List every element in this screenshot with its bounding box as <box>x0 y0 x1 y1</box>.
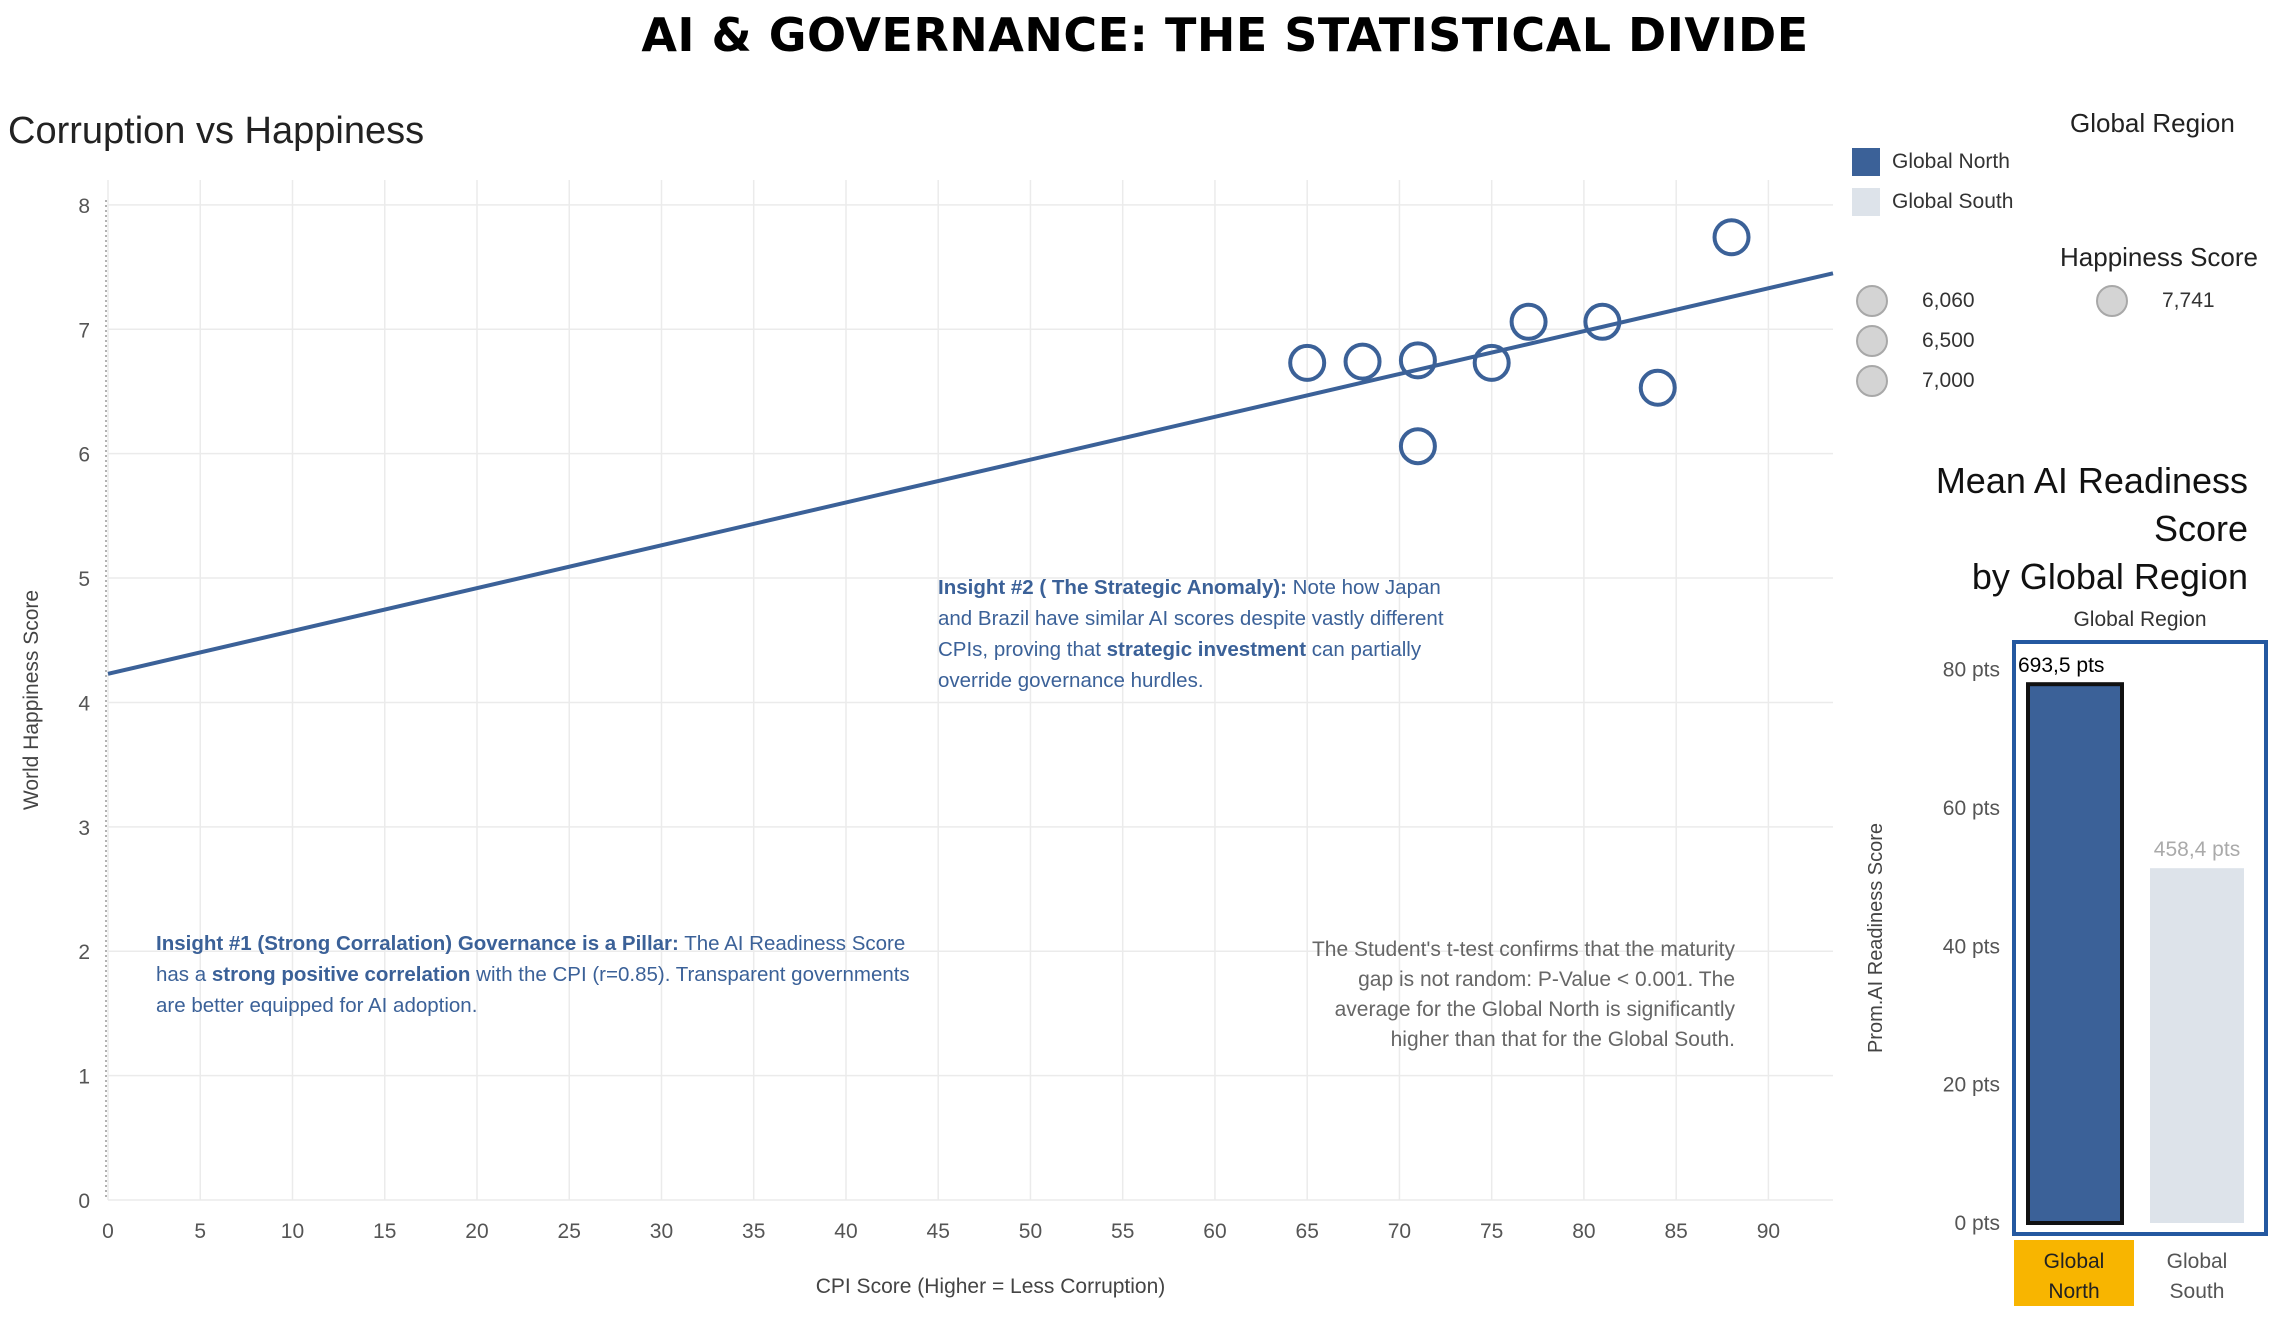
bar-data-label: 693,5 pts <box>2018 654 2104 677</box>
insight-2-emphasis: strategic investment <box>1106 638 1307 661</box>
x-tick-label: 75 <box>1480 1220 1503 1243</box>
size-legend-label: 7,000 <box>1922 369 1975 392</box>
bar-chart-header: Global Region <box>2073 608 2206 631</box>
size-circle-icon <box>2096 285 2128 317</box>
x-tick-label: 70 <box>1388 1220 1411 1243</box>
bar-title-line2: by Global Region <box>1971 556 2248 597</box>
x-tick-label: 80 <box>1572 1220 1595 1243</box>
legend-item-global-south[interactable]: Global South <box>1852 188 2013 216</box>
size-circle-icon <box>1856 285 1888 317</box>
insight-1-heading: Insight #1 (Strong Corralation) Governan… <box>156 932 679 955</box>
size-legend-item: 7,000 <box>1856 365 1975 397</box>
bar-chart-title: Mean AI Readiness Score by Global Region <box>1870 457 2248 601</box>
bar-category-label: Global South <box>2167 1250 2228 1303</box>
y-tick-label: 0 <box>78 1190 90 1213</box>
bar-y-tick-label: 60 pts <box>1943 797 2000 820</box>
insight-1-text-b: with the CPI (r=0.85). Transparent gover… <box>156 963 910 1017</box>
legend-swatch-north <box>1852 148 1880 176</box>
y-tick-label: 6 <box>78 444 90 467</box>
legend-size-title: Happiness Score <box>2060 242 2258 272</box>
insight-1-text-a: The AI Readiness Score has a <box>156 932 906 986</box>
x-tick-label: 0 <box>102 1220 114 1243</box>
x-tick-label: 60 <box>1203 1220 1226 1243</box>
size-circle-icon <box>1856 365 1888 397</box>
size-circle-icon <box>1856 325 1888 357</box>
x-tick-label: 30 <box>650 1220 673 1243</box>
y-tick-label: 7 <box>78 319 90 342</box>
x-tick-label: 25 <box>558 1220 581 1243</box>
bar-chart: Global Region 0 pts 20 pts 40 pts 60 pts 80 p… <box>1865 608 2268 1306</box>
size-legend-item: 7,741 <box>2096 285 2215 317</box>
x-tick-label: 20 <box>465 1220 488 1243</box>
x-tick-label: 90 <box>1757 1220 1780 1243</box>
y-axis-label: World Happiness Score <box>20 590 43 810</box>
data-point <box>1509 302 1548 341</box>
bar-y-tick-label: 20 pts <box>1943 1074 2000 1097</box>
size-legend-label: 7,741 <box>2162 289 2215 312</box>
insight-1-emphasis: strong positive correlation <box>211 963 471 986</box>
category-highlight <box>2014 1240 2134 1306</box>
y-tick-label: 3 <box>78 817 90 840</box>
bar-data-label: 458,4 pts <box>2154 838 2240 861</box>
x-tick-label: 50 <box>1019 1220 1042 1243</box>
insight-1-annotation: Insight #1 (Strong Corralation) Governan… <box>156 928 936 1021</box>
legend-region-title: Global Region <box>2070 108 2235 138</box>
scatter-chart-title: Corruption vs Happiness <box>8 110 425 152</box>
bar-category-label: Global North <box>2044 1250 2105 1303</box>
bar <box>2150 868 2244 1223</box>
trend-line <box>107 271 1834 676</box>
y-tick-label: 2 <box>78 941 90 964</box>
size-legend-item: 6,060 <box>1856 285 1975 317</box>
y-tick-label: 5 <box>78 568 90 591</box>
bar-title-line1: Mean AI Readiness Score <box>1935 460 2248 549</box>
x-tick-label: 65 <box>1296 1220 1319 1243</box>
size-legend-label: 6,500 <box>1922 329 1975 352</box>
y-tick-label: 1 <box>78 1066 90 1089</box>
bar-y-tick-label: 40 pts <box>1943 935 2000 958</box>
insight-2-annotation: Insight #2 ( The Strategic Anomaly): Not… <box>938 572 1478 696</box>
data-point <box>1712 218 1751 257</box>
x-tick-label: 85 <box>1665 1220 1688 1243</box>
x-tick-label: 5 <box>194 1220 206 1243</box>
bar <box>2026 682 2124 1226</box>
data-point <box>1583 302 1622 341</box>
y-tick-label: 4 <box>78 692 90 715</box>
legend-swatch-south <box>1852 188 1880 216</box>
legend-label-north: Global North <box>1892 150 2010 173</box>
insight-2-text-b: can partially override governance hurdle… <box>938 638 1422 692</box>
data-point <box>1472 343 1511 382</box>
data-point <box>1398 341 1437 380</box>
scatter-chart: 0 5 10 15 20 25 30 35 40 45 50 55 60 65 70 75 80 85 900123… <box>20 180 1834 1298</box>
x-tick-label: 15 <box>373 1220 396 1243</box>
data-point <box>1343 342 1382 381</box>
size-legend-label: 6,060 <box>1922 289 1975 312</box>
data-point <box>1638 368 1677 407</box>
insight-2-heading: Insight #2 ( The Strategic Anomaly): <box>938 576 1287 599</box>
ttest-note: The Student's t-test confirms that the m… <box>1311 938 1735 1051</box>
x-tick-label: 45 <box>927 1220 950 1243</box>
x-tick-label: 10 <box>281 1220 304 1243</box>
bar-y-tick-label: 80 pts <box>1943 659 2000 682</box>
bar-chart-frame <box>2012 640 2268 1236</box>
bar-y-tick-label: 0 pts <box>1954 1212 2000 1235</box>
data-point <box>1288 343 1327 382</box>
insight-2-text-a: Note how Japan and Brazil have similar A… <box>938 576 1444 661</box>
y-tick-label: 8 <box>78 195 90 218</box>
x-axis-label: CPI Score (Higher = Less Corruption) <box>816 1275 1166 1298</box>
legend-item-global-north[interactable]: Global North <box>1852 148 2010 176</box>
legend-label-south: Global South <box>1892 190 2014 213</box>
x-tick-label: 40 <box>834 1220 857 1243</box>
bar-y-axis-label: Prom.AI Readiness Score <box>1865 823 1887 1053</box>
x-tick-label: 35 <box>742 1220 765 1243</box>
data-point <box>1398 427 1437 466</box>
dashboard-title: AI & GOVERNANCE: THE STATISTICAL DIVIDE <box>641 8 1809 62</box>
x-tick-label: 55 <box>1111 1220 1134 1243</box>
size-legend-item: 6,500 <box>1856 325 1975 357</box>
